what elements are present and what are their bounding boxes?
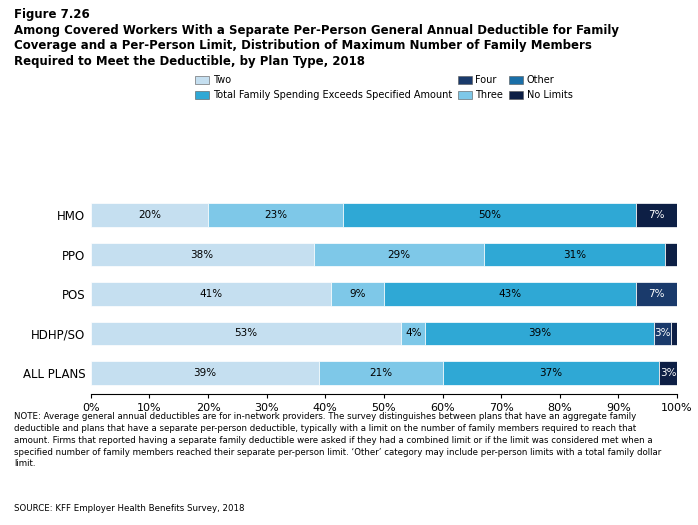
Text: Figure 7.26: Figure 7.26 [14, 8, 90, 21]
Text: Among Covered Workers With a Separate Per-Person General Annual Deductible for F: Among Covered Workers With a Separate Pe… [14, 24, 619, 37]
Bar [91, 243, 313, 266]
Bar [636, 203, 677, 227]
Text: 37%: 37% [540, 368, 563, 378]
Text: 50%: 50% [478, 210, 501, 220]
Bar [636, 282, 677, 306]
Legend: Two, Total Family Spending Exceeds Specified Amount, Four, Three, Other, No Limi: Two, Total Family Spending Exceeds Speci… [195, 76, 572, 100]
Bar [425, 322, 653, 345]
Text: 3%: 3% [654, 329, 671, 339]
Text: 4%: 4% [405, 329, 422, 339]
Bar [91, 203, 208, 227]
Text: 20%: 20% [138, 210, 161, 220]
Text: 9%: 9% [349, 289, 366, 299]
Text: 39%: 39% [528, 329, 551, 339]
Bar [671, 322, 677, 345]
Bar [653, 322, 671, 345]
Text: 29%: 29% [387, 249, 410, 259]
Bar [91, 282, 331, 306]
Text: 7%: 7% [648, 289, 664, 299]
Text: SOURCE: KFF Employer Health Benefits Survey, 2018: SOURCE: KFF Employer Health Benefits Sur… [14, 504, 244, 513]
Text: 43%: 43% [498, 289, 521, 299]
Text: 41%: 41% [200, 289, 223, 299]
Bar [665, 243, 677, 266]
Bar [91, 361, 320, 385]
Text: NOTE: Average general annual deductibles are for in-network providers. The surve: NOTE: Average general annual deductibles… [14, 412, 661, 468]
Text: 39%: 39% [193, 368, 216, 378]
Text: 53%: 53% [235, 329, 258, 339]
Bar [320, 361, 443, 385]
Bar [331, 282, 384, 306]
Bar [313, 243, 484, 266]
Text: 31%: 31% [563, 249, 586, 259]
Bar [384, 282, 636, 306]
Text: 21%: 21% [369, 368, 392, 378]
Bar [401, 322, 425, 345]
Text: 3%: 3% [660, 368, 676, 378]
Text: 7%: 7% [648, 210, 664, 220]
Bar [660, 361, 677, 385]
Bar [484, 243, 665, 266]
Bar [343, 203, 636, 227]
Text: 38%: 38% [191, 249, 214, 259]
Text: Coverage and a Per-Person Limit, Distribution of Maximum Number of Family Member: Coverage and a Per-Person Limit, Distrib… [14, 39, 592, 52]
Bar [208, 203, 343, 227]
Bar [443, 361, 660, 385]
Text: Required to Meet the Deductible, by Plan Type, 2018: Required to Meet the Deductible, by Plan… [14, 55, 365, 68]
Bar [91, 322, 401, 345]
Text: 23%: 23% [264, 210, 287, 220]
